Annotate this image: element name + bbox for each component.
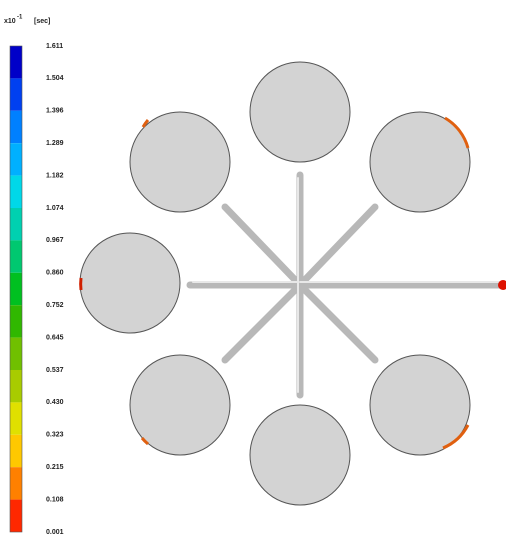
color-segment (10, 273, 22, 305)
legend-label: 0.645 (46, 334, 64, 341)
legend-label: 0.001 (46, 529, 64, 536)
color-segment (10, 78, 22, 110)
legend-label: 1.611 (46, 43, 63, 50)
color-segment (10, 467, 22, 499)
color-bar (10, 46, 22, 532)
color-segment (10, 208, 22, 240)
unit-prefix: x10 (4, 18, 16, 25)
color-segment (10, 500, 22, 532)
unit-label: [sec] (34, 18, 50, 25)
color-segment (10, 240, 22, 272)
legend-label: 1.074 (46, 205, 64, 212)
legend-label: 1.182 (46, 172, 64, 179)
color-segment (10, 370, 22, 402)
color-segment (10, 143, 22, 175)
color-segment (10, 338, 22, 370)
legend-label: 0.108 (46, 496, 64, 503)
color-segment (10, 402, 22, 434)
legend-label: 0.967 (46, 237, 64, 244)
legend-label: 1.504 (46, 75, 64, 82)
legend-label: 0.752 (46, 302, 64, 309)
legend-label: 0.537 (46, 367, 64, 374)
result-view: x10 -1 [sec] 1.611 1.504 1.396 1.289 1.182 1.… (0, 0, 506, 536)
color-segment (10, 111, 22, 143)
legend-label: 0.430 (46, 399, 64, 406)
legend-label: 1.396 (46, 108, 64, 115)
color-segment (10, 46, 22, 78)
color-segment (10, 435, 22, 467)
legend-label: 0.860 (46, 270, 64, 277)
color-segment (10, 176, 22, 208)
color-segment (10, 305, 22, 337)
legend-label: 1.289 (46, 140, 64, 147)
runners (190, 175, 503, 395)
legend-label: 0.215 (46, 464, 64, 471)
legend-label: 0.323 (46, 432, 64, 439)
unit-exponent: -1 (17, 15, 23, 21)
